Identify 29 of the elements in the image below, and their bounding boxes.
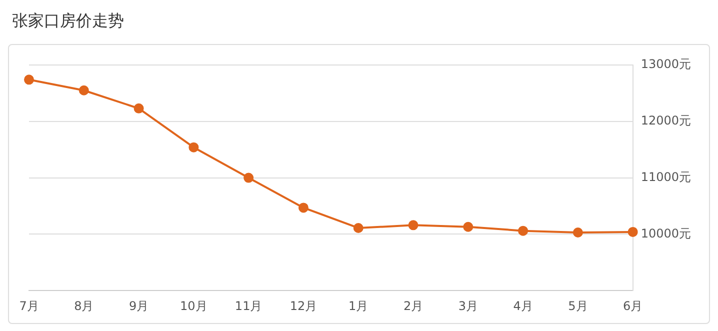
- point: [408, 220, 418, 230]
- point: [463, 222, 474, 232]
- point: [353, 222, 364, 233]
- x-tick-label: 4月: [513, 298, 533, 313]
- point: [24, 74, 34, 85]
- point: [244, 172, 254, 183]
- point: [572, 228, 583, 238]
- point: [134, 103, 144, 114]
- point: [628, 226, 638, 237]
- x-tick-label: 3月: [458, 298, 478, 313]
- y-tick-label: 13000元: [640, 57, 692, 72]
- chart-title: 张家口房价走势: [11, 10, 125, 32]
- point: [78, 85, 89, 96]
- y-tick-label: 12000元: [640, 114, 692, 128]
- point: [518, 226, 528, 236]
- x-tick-label: 2月: [403, 298, 424, 313]
- x-tick-label: 6月: [623, 298, 643, 313]
- x-tick-label: 5月: [568, 298, 588, 313]
- y-tick-label: 11000元: [640, 170, 692, 184]
- x-tick-label: 1月: [348, 298, 368, 313]
- y-tick-label: 10000元: [640, 226, 692, 240]
- x-tick-label: 11月: [234, 298, 262, 313]
- x-tick-label: 12月: [290, 298, 318, 313]
- point: [298, 202, 308, 213]
- x-tick-label: 10月: [180, 298, 208, 313]
- point: [188, 142, 199, 152]
- x-tick-label: 9月: [128, 298, 149, 313]
- x-tick-label: 7月: [19, 298, 39, 313]
- x-tick-label: 8月: [74, 298, 94, 313]
